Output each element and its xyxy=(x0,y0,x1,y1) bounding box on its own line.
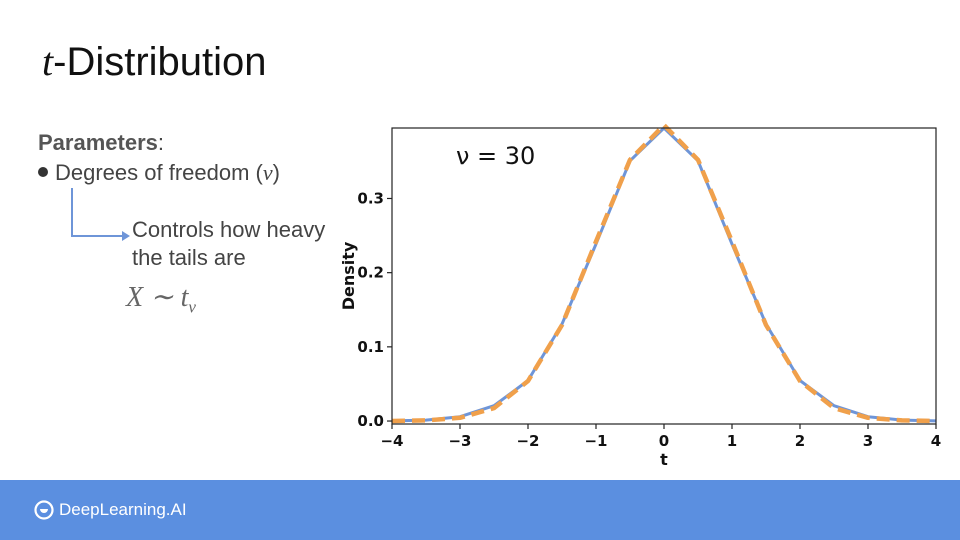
x-tick-label: 3 xyxy=(863,432,873,450)
series-line-1 xyxy=(391,126,937,423)
title-text: -Distribution xyxy=(53,40,267,84)
parameter-close: ) xyxy=(272,160,280,185)
y-tick-label: 0.2 xyxy=(357,264,384,282)
y-tick-label: 0.1 xyxy=(357,338,384,356)
x-tick-label: 4 xyxy=(931,432,941,450)
x-tick-label: 1 xyxy=(727,432,737,450)
density-chart: −4 −3 −2 −1 0 1 2 3 4 0.0 0.1 0.2 0.3 t Density ν = 30 xyxy=(339,122,941,469)
brand-logo: DeepLearning.AI xyxy=(34,500,187,520)
parameters-heading: Parameters: xyxy=(38,130,164,156)
tail-note: Controls how heavy the tails are xyxy=(132,216,362,272)
distribution-formula: X ∼ tν xyxy=(126,280,196,318)
x-tick-label: −4 xyxy=(380,432,403,450)
title-variable: t xyxy=(42,39,54,84)
connector-arrow-icon xyxy=(71,188,130,241)
series-line-2 xyxy=(391,122,937,424)
parameters-colon: : xyxy=(157,130,164,155)
x-tick-label: −3 xyxy=(448,432,471,450)
parameters-label: Parameters xyxy=(38,130,158,155)
parameter-symbol: ν xyxy=(262,160,273,185)
deeplearning-logo-icon xyxy=(34,500,54,520)
tail-note-line-2: the tails are xyxy=(132,245,246,270)
tail-note-line-1: Controls how heavy xyxy=(132,217,326,242)
formula-subscript: ν xyxy=(188,297,196,317)
parameter-text: Degrees of freedom ( xyxy=(55,160,263,185)
bullet-dot-icon xyxy=(38,167,48,178)
y-axis-label: Density xyxy=(339,241,358,310)
y-tick-label: 0.0 xyxy=(357,412,384,430)
x-tick-label: −2 xyxy=(516,432,539,450)
x-tick-label: −1 xyxy=(584,432,607,450)
x-tick-label: 2 xyxy=(795,432,805,450)
page-title: t-Distribution xyxy=(42,38,267,85)
x-tick-label: 0 xyxy=(659,432,669,450)
formula-main: X ∼ t xyxy=(126,282,189,313)
nu-annotation: ν = 30 xyxy=(456,142,535,170)
x-axis-label: t xyxy=(660,450,668,469)
y-tick-label: 0.3 xyxy=(357,189,384,207)
parameter-item: Degrees of freedom (ν) xyxy=(38,160,280,186)
brand-name: DeepLearning.AI xyxy=(59,500,187,519)
parameters-block: Parameters: Degrees of freedom (ν) xyxy=(38,130,280,185)
plot-frame xyxy=(391,127,937,425)
footer-bar: DeepLearning.AI xyxy=(0,480,960,540)
